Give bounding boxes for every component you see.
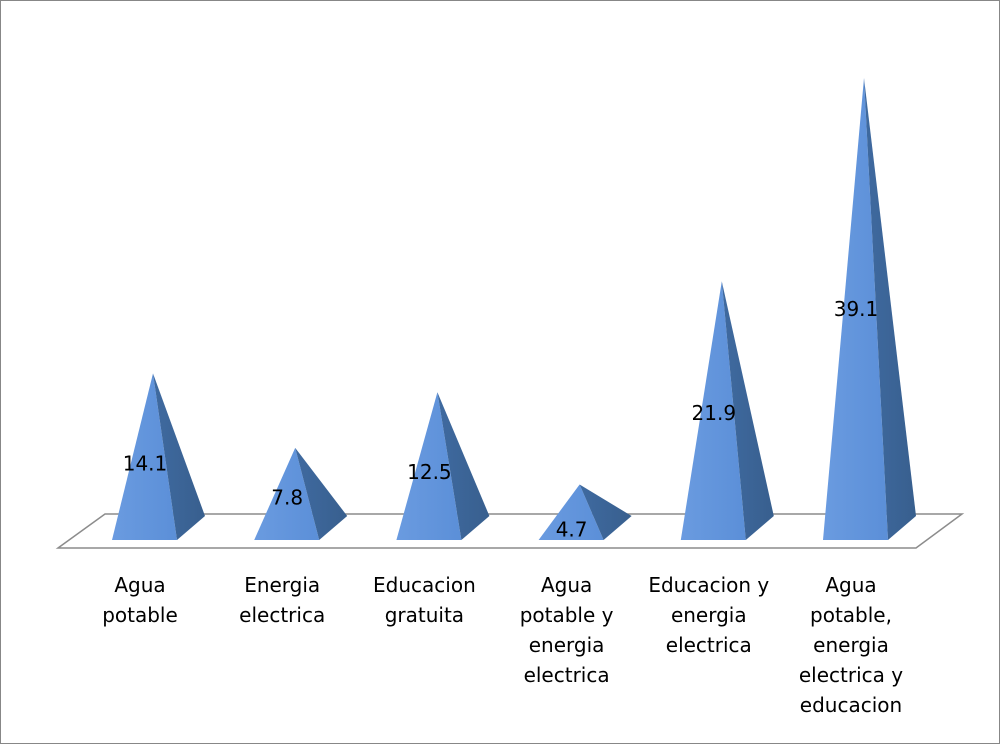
data-label: 14.1	[123, 451, 168, 475]
category-label: electrica y	[799, 663, 903, 687]
pyramid-front-face	[112, 373, 177, 540]
category-label: Agua	[825, 573, 876, 597]
pyramid-front-face	[680, 281, 746, 540]
pyramid-side-face	[153, 373, 205, 540]
pyramid-bar	[823, 78, 916, 540]
category-labels: Agua potable Energia electrica Educacion grat…	[102, 573, 903, 717]
chart-marks	[112, 78, 916, 540]
data-label: 7.8	[271, 486, 303, 510]
category-label: potable	[102, 603, 178, 627]
pyramid-side-face	[864, 78, 916, 540]
category-label: Educacion y	[648, 573, 769, 597]
category-label: Agua	[541, 573, 592, 597]
data-label: 21.9	[692, 401, 737, 425]
category-label: electrica	[524, 663, 610, 687]
category-label: educacion	[800, 693, 902, 717]
category-label: Educacion	[373, 573, 476, 597]
data-label: 4.7	[556, 517, 588, 541]
pyramid-bar	[538, 484, 632, 540]
pyramid-side-face	[721, 281, 774, 540]
category-label: energia	[671, 603, 747, 627]
pyramid-front-face	[823, 78, 888, 540]
pyramid-side-face	[437, 392, 490, 540]
category-label: gratuita	[385, 603, 464, 627]
pyramid-front-face	[254, 447, 320, 540]
category-label: potable y	[520, 603, 614, 627]
pyramid-bar	[680, 281, 774, 540]
category-label: energia	[529, 633, 605, 657]
pyramid-bar	[112, 373, 205, 540]
data-labels: 14.1 7.8 12.5 4.7 21.9 39.1	[123, 297, 879, 541]
category-label: electrica	[239, 603, 325, 627]
category-label: potable,	[810, 603, 892, 627]
pyramid-front-face	[396, 392, 462, 540]
pyramid-front-face	[538, 484, 604, 540]
data-label: 39.1	[834, 297, 879, 321]
category-label: energia	[813, 633, 889, 657]
category-label: Agua	[114, 573, 165, 597]
data-label: 12.5	[407, 460, 452, 484]
pyramid-side-face	[295, 447, 348, 540]
category-label: electrica	[666, 633, 752, 657]
pyramid-bar	[396, 392, 490, 540]
pyramid-bar	[254, 447, 348, 540]
pyramid-side-face	[579, 484, 632, 540]
category-label: Energia	[244, 573, 320, 597]
